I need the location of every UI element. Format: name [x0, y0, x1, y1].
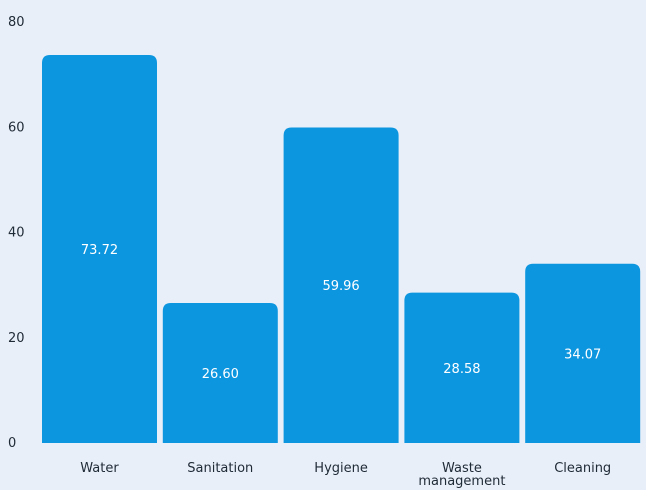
- bar-waste-management: [404, 292, 520, 443]
- x-tick-label-line: management: [418, 474, 505, 489]
- y-tick-label: 60: [8, 120, 25, 135]
- y-tick-label: 80: [8, 15, 25, 30]
- x-axis: Water Sanitation Hygiene Waste management Cle…: [80, 461, 611, 489]
- bar-hygiene: [283, 127, 399, 443]
- data-label: 59.96: [322, 279, 359, 294]
- x-tick-label: Waste management: [418, 461, 505, 489]
- bar-water: [42, 55, 157, 444]
- x-tick-label: Cleaning: [554, 461, 611, 476]
- data-label: 26.60: [202, 367, 239, 382]
- x-tick-label-line: Cleaning: [554, 461, 611, 476]
- value-labels: 73.72 26.60 59.96 28.58 34.07: [81, 243, 601, 382]
- x-tick-label-line: Waste: [442, 461, 482, 476]
- data-label: 34.07: [564, 347, 601, 362]
- bar-cleaning: [525, 263, 641, 443]
- x-tick-label: Hygiene: [314, 461, 368, 476]
- y-tick-label: 20: [8, 331, 25, 346]
- x-tick-label-line: Sanitation: [187, 461, 253, 476]
- y-tick-label: 0: [8, 436, 16, 451]
- x-tick-label-line: Water: [80, 461, 119, 476]
- bar-sanitation: [162, 303, 278, 443]
- y-axis: 0 20 40 60 80: [8, 15, 25, 451]
- y-tick-label: 40: [8, 226, 25, 241]
- data-label: 28.58: [443, 362, 480, 377]
- data-label: 73.72: [81, 243, 118, 258]
- x-tick-label-line: Hygiene: [314, 461, 368, 476]
- bars: [42, 55, 641, 444]
- x-tick-label: Water: [80, 461, 119, 476]
- x-tick-label: Sanitation: [187, 461, 253, 476]
